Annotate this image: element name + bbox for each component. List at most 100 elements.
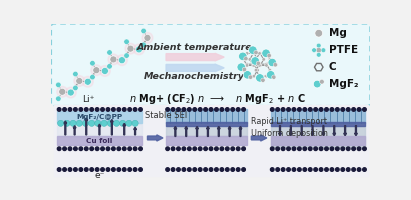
- Circle shape: [316, 43, 321, 48]
- Circle shape: [315, 29, 323, 37]
- Circle shape: [90, 147, 93, 151]
- Text: Ambient temperature: Ambient temperature: [137, 43, 253, 52]
- FancyArrow shape: [111, 119, 113, 135]
- Circle shape: [139, 108, 142, 111]
- Circle shape: [245, 52, 249, 55]
- Circle shape: [171, 168, 175, 171]
- Circle shape: [258, 64, 261, 67]
- Circle shape: [276, 108, 279, 111]
- Circle shape: [74, 147, 77, 151]
- Circle shape: [270, 168, 274, 171]
- Circle shape: [101, 108, 104, 111]
- Circle shape: [166, 147, 169, 151]
- Text: Mechanochemistry: Mechanochemistry: [144, 72, 245, 81]
- Circle shape: [59, 88, 66, 95]
- Circle shape: [236, 108, 240, 111]
- Circle shape: [89, 120, 95, 126]
- Circle shape: [303, 108, 307, 111]
- Circle shape: [134, 44, 144, 55]
- Circle shape: [95, 147, 99, 151]
- Circle shape: [144, 34, 151, 41]
- Circle shape: [298, 168, 301, 171]
- Circle shape: [76, 78, 83, 84]
- Text: Stable SEI: Stable SEI: [145, 111, 187, 120]
- FancyArrow shape: [300, 126, 303, 136]
- Circle shape: [187, 108, 191, 111]
- Circle shape: [256, 69, 259, 72]
- FancyArrow shape: [311, 126, 314, 136]
- Circle shape: [64, 120, 70, 126]
- Circle shape: [276, 168, 279, 171]
- Circle shape: [124, 39, 129, 44]
- Circle shape: [242, 69, 245, 72]
- Circle shape: [57, 86, 68, 97]
- Circle shape: [90, 61, 95, 66]
- Circle shape: [63, 108, 66, 111]
- Circle shape: [341, 168, 344, 171]
- Circle shape: [101, 120, 107, 126]
- Circle shape: [231, 108, 235, 111]
- Circle shape: [187, 147, 191, 151]
- Circle shape: [287, 108, 290, 111]
- Circle shape: [243, 71, 252, 79]
- Circle shape: [85, 168, 88, 171]
- Circle shape: [249, 46, 257, 54]
- FancyArrow shape: [251, 135, 267, 141]
- Circle shape: [352, 108, 356, 111]
- FancyArrow shape: [98, 124, 101, 135]
- Circle shape: [58, 108, 61, 111]
- Circle shape: [238, 52, 247, 61]
- Circle shape: [209, 168, 213, 171]
- Bar: [54, 105, 367, 176]
- Circle shape: [133, 147, 137, 151]
- Circle shape: [166, 168, 169, 171]
- Circle shape: [256, 74, 264, 82]
- Circle shape: [55, 82, 61, 88]
- Circle shape: [90, 168, 93, 171]
- Circle shape: [110, 56, 117, 63]
- Circle shape: [107, 50, 112, 55]
- Circle shape: [95, 120, 101, 126]
- Circle shape: [73, 85, 78, 91]
- Circle shape: [187, 168, 191, 171]
- Circle shape: [84, 78, 91, 85]
- Circle shape: [171, 147, 175, 151]
- Circle shape: [93, 67, 100, 74]
- Circle shape: [346, 108, 350, 111]
- Circle shape: [254, 58, 258, 61]
- Circle shape: [95, 168, 99, 171]
- Circle shape: [259, 64, 262, 67]
- Bar: [166, 109, 247, 123]
- Circle shape: [308, 108, 312, 111]
- Circle shape: [357, 168, 361, 171]
- Circle shape: [244, 56, 248, 61]
- Circle shape: [101, 168, 104, 171]
- Circle shape: [133, 108, 137, 111]
- Circle shape: [126, 120, 132, 126]
- Circle shape: [90, 108, 93, 111]
- Circle shape: [256, 61, 261, 65]
- Circle shape: [252, 64, 255, 67]
- Circle shape: [193, 168, 196, 171]
- Circle shape: [281, 168, 285, 171]
- Circle shape: [63, 147, 66, 151]
- Circle shape: [226, 147, 229, 151]
- Circle shape: [270, 147, 274, 151]
- FancyArrow shape: [355, 126, 357, 136]
- Circle shape: [352, 168, 356, 171]
- Circle shape: [220, 147, 224, 151]
- Circle shape: [245, 75, 249, 78]
- Text: Mg: Mg: [329, 28, 347, 38]
- Circle shape: [242, 168, 245, 171]
- Circle shape: [120, 120, 126, 126]
- Circle shape: [236, 168, 240, 171]
- Circle shape: [231, 168, 235, 171]
- Circle shape: [319, 147, 323, 151]
- Circle shape: [321, 48, 326, 52]
- Circle shape: [298, 108, 301, 111]
- Circle shape: [242, 58, 245, 61]
- Circle shape: [270, 108, 274, 111]
- Circle shape: [265, 64, 268, 67]
- Circle shape: [112, 147, 115, 151]
- Circle shape: [352, 147, 356, 151]
